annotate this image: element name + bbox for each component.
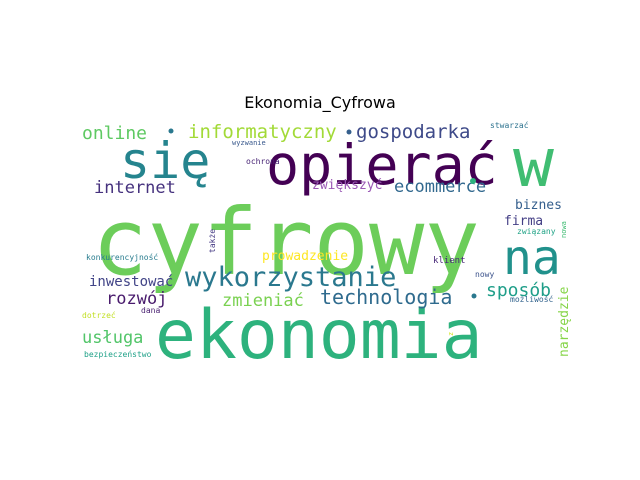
word-28: związany (517, 227, 556, 236)
word-21: firma (504, 214, 543, 229)
word-30: także (208, 229, 217, 253)
word-1: ekonomia (155, 296, 483, 375)
word-17: usługa (82, 328, 143, 348)
word-26: wyzwanie (232, 139, 266, 147)
word-29: nowa (560, 221, 568, 238)
word-8: gospodarka (356, 121, 470, 143)
word-16: sposób (486, 280, 551, 301)
word-4: się (120, 132, 210, 190)
word-0: cyfrowy (92, 189, 480, 296)
word-12: zwiększyć (312, 178, 382, 193)
word-22: narzędzie (557, 286, 572, 357)
word-13: technologia (320, 285, 452, 309)
word-14: zmieniać (222, 291, 304, 311)
word-33: dana (141, 306, 160, 315)
dot-mark-1 (346, 129, 352, 135)
word-9: online (82, 123, 147, 144)
word-11: ecommerce (394, 177, 486, 197)
word-36: z (447, 332, 455, 336)
word-5: na (503, 230, 561, 286)
word-2: opierać (266, 133, 498, 197)
word-23: klient (433, 256, 466, 266)
word-19: prowadzenie (262, 249, 348, 264)
word-18: inwestować (89, 274, 173, 290)
word-20: biznes (515, 198, 562, 213)
word-35: bezpieczeństwo (84, 350, 152, 359)
word-24: nowy (475, 270, 494, 279)
word-32: dotrzeć (82, 310, 116, 320)
word-15: rozwój (106, 289, 167, 309)
chart-title: Ekonomia_Cyfrowa (244, 93, 396, 112)
dot-mark-2 (470, 178, 476, 184)
dot-mark-3 (471, 293, 477, 299)
word-10: internet (94, 178, 176, 198)
dot-mark-0 (168, 128, 174, 134)
word-3: w (513, 124, 554, 203)
word-7: informatyczny (188, 121, 337, 143)
word-34: możliwość (510, 294, 554, 304)
word-27: stwarzać (490, 120, 529, 130)
word-25: ochrona (246, 157, 280, 166)
word-6: wykorzystanie (185, 262, 396, 293)
word-31: konkurencyjność (86, 252, 158, 262)
